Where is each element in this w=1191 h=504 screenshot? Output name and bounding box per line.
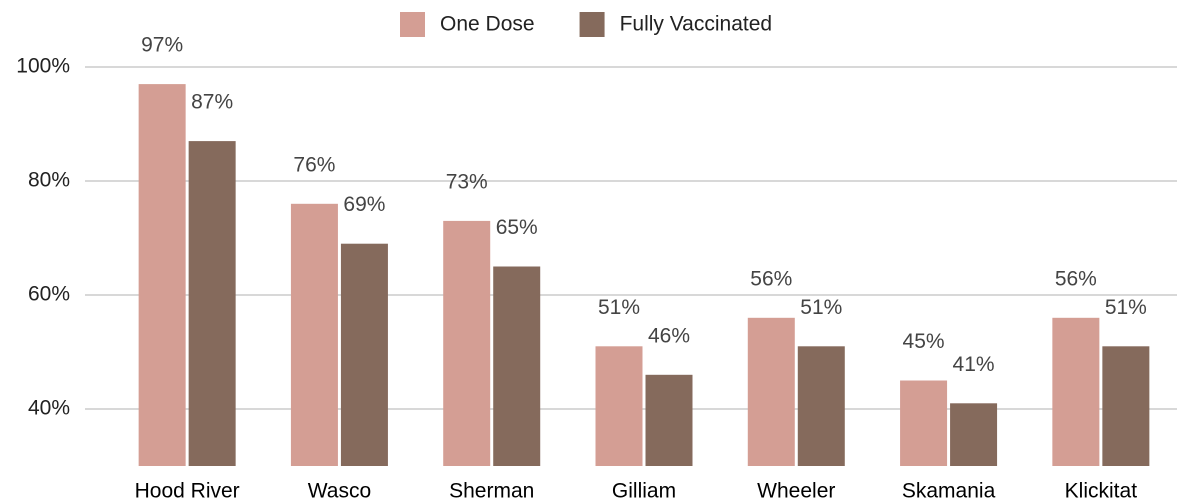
value-label: 73% [446, 170, 488, 193]
y-tick-label: 100% [16, 55, 70, 78]
bar [340, 243, 388, 466]
value-label: 56% [750, 267, 792, 290]
y-tick-label: 60% [28, 283, 70, 306]
bar [900, 380, 948, 466]
value-label: 97% [141, 34, 183, 57]
legend-swatch [579, 12, 605, 37]
bar [188, 141, 236, 466]
value-label: 41% [953, 353, 995, 376]
value-label: 65% [496, 216, 538, 239]
x-tick-label: Wheeler [757, 480, 835, 503]
y-tick-label: 80% [28, 169, 70, 192]
value-label: 46% [648, 324, 690, 347]
x-tick-label: Gilliam [612, 480, 676, 503]
x-tick-label: Hood River [135, 480, 240, 503]
legend-label: Fully Vaccinated [620, 13, 773, 36]
bar [443, 220, 491, 466]
value-label: 51% [1105, 296, 1147, 319]
y-tick-label: 40% [28, 397, 70, 420]
x-tick-label: Skamania [902, 480, 996, 503]
x-tick-label: Klickitat [1065, 480, 1138, 503]
bar [797, 346, 845, 466]
value-label: 51% [598, 296, 640, 319]
x-tick-label: Sherman [449, 480, 534, 503]
bar [290, 203, 338, 467]
bar [645, 374, 693, 466]
bar [950, 403, 998, 466]
x-tick-label: Wasco [308, 480, 371, 503]
bar [138, 84, 186, 466]
value-label: 45% [903, 330, 945, 353]
bar [493, 266, 541, 466]
value-label: 56% [1055, 267, 1097, 290]
bar [1052, 317, 1100, 466]
bar [1102, 346, 1150, 466]
value-label: 76% [293, 153, 335, 176]
legend-label: One Dose [440, 13, 535, 36]
bar [747, 317, 795, 466]
value-label: 69% [343, 193, 385, 216]
bar [595, 346, 643, 466]
legend-swatch [400, 12, 425, 37]
value-label: 51% [800, 296, 842, 319]
value-label: 87% [191, 91, 233, 114]
